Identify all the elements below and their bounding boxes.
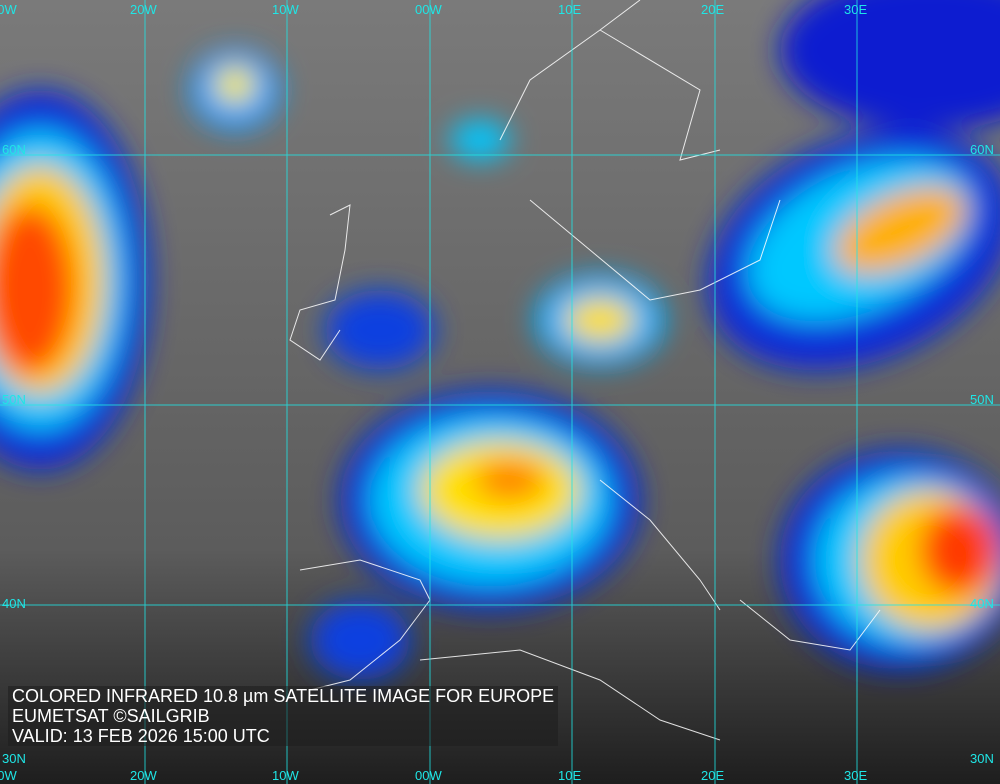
lon-label-30e-bottom: 30E — [844, 768, 868, 783]
lon-label-20w-bottom: 20W — [130, 768, 157, 783]
caption-title: COLORED INFRARED 10.8 µm SATELLITE IMAGE… — [12, 686, 555, 706]
lon-label-30w-bottom: 30W — [0, 768, 17, 783]
lon-label-20e: 20E — [701, 2, 725, 17]
lat-label-60n: 60N — [2, 142, 26, 157]
lat-label-50n: 50N — [2, 392, 26, 407]
lat-label-30n: 30N — [2, 751, 26, 766]
lat-label-60n-right: 60N — [970, 142, 994, 157]
lat-label-30n-right: 30N — [970, 751, 994, 766]
image-caption: COLORED INFRARED 10.8 µm SATELLITE IMAGE… — [8, 686, 559, 746]
lat-label-40n-right: 40N — [970, 596, 994, 611]
caption-credit: EUMETSAT ©SAILGRIB — [12, 706, 210, 726]
lat-label-50n-right: 50N — [970, 392, 994, 407]
lon-label-20e-bottom: 20E — [701, 768, 725, 783]
lon-label-30w: 30W — [0, 2, 17, 17]
lon-label-00w: 00W — [415, 2, 442, 17]
lon-label-20w: 20W — [130, 2, 157, 17]
lon-label-10w-bottom: 10W — [272, 768, 299, 783]
lon-label-00w-bottom: 00W — [415, 768, 442, 783]
lon-label-30e: 30E — [844, 2, 868, 17]
lon-label-10e-bottom: 10E — [558, 768, 582, 783]
caption-valid-time: VALID: 13 FEB 2026 15:00 UTC — [12, 726, 270, 746]
lat-label-40n: 40N — [2, 596, 26, 611]
lon-label-10w: 10W — [272, 2, 299, 17]
cloud-layer — [0, 0, 1000, 680]
lon-label-10e: 10E — [558, 2, 582, 17]
